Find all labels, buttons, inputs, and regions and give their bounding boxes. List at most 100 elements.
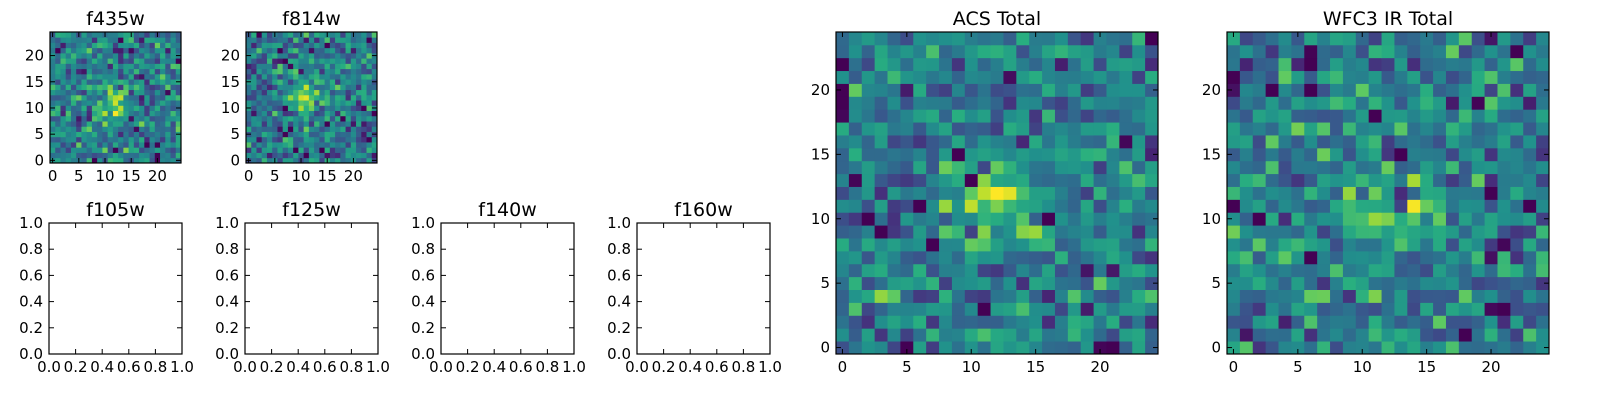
heatmap-cell (861, 225, 876, 239)
heatmap-cell (303, 131, 310, 138)
heatmap-cell (1239, 263, 1254, 278)
heatmap-cell (1119, 135, 1133, 149)
heatmap-cell (1445, 160, 1460, 175)
heatmap-cell (298, 79, 305, 85)
heatmap-cell (76, 115, 82, 122)
heatmap-cell (256, 105, 263, 111)
heatmap-cell (1355, 341, 1370, 355)
heatmap-cell (1278, 212, 1292, 226)
heatmap-cell (76, 63, 82, 70)
heatmap-cell (1536, 341, 1550, 355)
heatmap-cell (1054, 122, 1069, 136)
heatmap-cell (1067, 238, 1082, 252)
heatmap-cell (350, 110, 357, 117)
heatmap-cell (1278, 122, 1292, 136)
heatmap-cell (350, 47, 357, 54)
heatmap-cell (1471, 96, 1485, 110)
heatmap-cell (1330, 147, 1344, 162)
heatmap-cell (256, 110, 263, 117)
heatmap-cell (303, 121, 310, 127)
heatmap-cell (335, 100, 341, 106)
heatmap-cell (1497, 160, 1511, 175)
heatmap-cell (154, 136, 161, 143)
heatmap-cell (335, 157, 341, 164)
heatmap-cell (951, 57, 966, 72)
heatmap-cell (251, 131, 257, 138)
heatmap-cell (371, 68, 378, 75)
heatmap-cell (1119, 315, 1133, 329)
heatmap-cell (964, 263, 979, 278)
heatmap-cell (293, 52, 299, 59)
heatmap-cell (335, 147, 341, 153)
heatmap-cell (314, 47, 320, 54)
heatmap-cell (298, 47, 305, 54)
heatmap-cell (165, 100, 171, 106)
heatmap-cell (361, 89, 367, 96)
heatmap-cell (81, 47, 88, 54)
heatmap-cell (112, 147, 119, 153)
heatmap-cell (1330, 276, 1344, 290)
heatmap-cell (308, 100, 315, 106)
heatmap-cell (345, 157, 352, 164)
heatmap-cell (149, 105, 156, 111)
heatmap-cell (350, 73, 357, 80)
heatmap-cell (836, 341, 850, 355)
heatmap-cell (1080, 186, 1094, 200)
heatmap-cell (1054, 263, 1069, 278)
heatmap-cell (1093, 160, 1107, 175)
heatmap-cell (1317, 109, 1331, 123)
heatmap-cell (1067, 250, 1082, 265)
heatmap-cell (1265, 315, 1279, 329)
heatmap-cell (366, 121, 373, 127)
heatmap-cell (1536, 199, 1550, 213)
heatmap-cell (1265, 199, 1279, 213)
heatmap-cell (1381, 32, 1395, 46)
heatmap-cell (293, 121, 299, 127)
heatmap-cell (900, 109, 914, 123)
heatmap-cell (926, 289, 940, 303)
heatmap-cell (964, 70, 979, 84)
heatmap-cell (272, 68, 278, 75)
heatmap-cell (1433, 276, 1447, 290)
heatmap-cell (1497, 147, 1511, 162)
heatmap-cell (1304, 57, 1318, 72)
heatmap-cell (990, 57, 1004, 72)
heatmap-cell (1042, 122, 1056, 136)
heatmap-cell (65, 58, 72, 64)
heatmap-cell (1523, 70, 1537, 84)
heatmap-cell (170, 110, 177, 117)
heatmap-cell (91, 131, 98, 138)
heatmap-cell (1291, 276, 1305, 290)
heatmap-cell (70, 110, 77, 117)
heatmap-cell (329, 100, 336, 106)
heatmap-cell (329, 79, 336, 85)
heatmap-cell (314, 73, 320, 80)
heatmap-cell (1368, 135, 1382, 149)
heatmap-cell (1016, 225, 1030, 239)
heatmap-cell (1278, 70, 1292, 84)
heatmap-cell (81, 152, 88, 159)
heatmap-cell (293, 42, 299, 49)
heatmap-cell (340, 157, 346, 164)
heatmap-cell (887, 57, 901, 72)
heatmap-cell (1067, 186, 1082, 200)
heatmap-cell (272, 131, 278, 138)
heatmap-cell (303, 94, 310, 101)
heatmap-cell (60, 126, 67, 132)
heatmap-cell (1355, 109, 1370, 123)
heatmap-cell (170, 136, 177, 143)
heatmap-cell (175, 47, 182, 54)
heatmap-cell (112, 110, 119, 117)
heatmap-cell (874, 250, 888, 265)
heatmap-cell (1433, 225, 1447, 239)
heatmap-cell (1420, 186, 1434, 200)
heatmap-cell (1497, 328, 1511, 342)
heatmap-cell (50, 73, 56, 80)
heatmap-cell (1067, 109, 1082, 123)
heatmap-cell (154, 73, 161, 80)
heatmap-cell (1523, 44, 1537, 59)
heatmap-cell (926, 328, 940, 342)
heatmap-cell (298, 68, 305, 75)
heatmap-cell (1132, 122, 1146, 136)
